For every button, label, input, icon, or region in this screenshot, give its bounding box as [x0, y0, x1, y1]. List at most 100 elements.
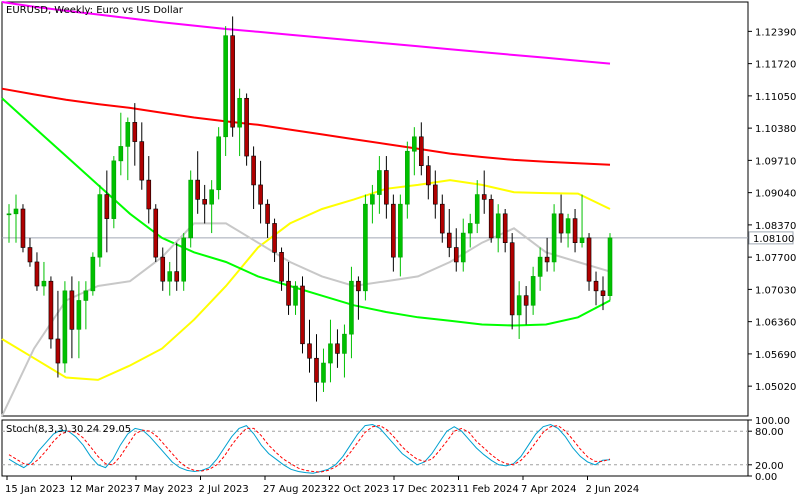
bullish-candle	[405, 150, 410, 205]
bearish-candle	[391, 203, 396, 258]
bullish-candle	[111, 160, 117, 219]
date-axis-label: 7 Apr 2024	[521, 484, 576, 495]
price-axis-label: 1.09040	[755, 189, 796, 200]
bearish-candle	[244, 97, 249, 157]
stochastic-axis-label: 20.00	[755, 461, 784, 472]
bearish-candle	[335, 343, 340, 354]
current-price-label: 1.08100	[753, 234, 794, 245]
price-axis-label: 1.09710	[755, 156, 796, 167]
bearish-candle	[523, 295, 529, 306]
bullish-candle	[237, 97, 242, 128]
bullish-candle	[125, 122, 131, 147]
bearish-candle	[558, 213, 564, 234]
price-axis-label: 1.07700	[755, 253, 796, 264]
date-axis-label: 15 Jan 2023	[5, 484, 65, 495]
moving-average-line	[1, 87, 611, 166]
stochastic-axis-label: 80.00	[755, 427, 784, 438]
date-axis-label: 12 Mar 2023	[70, 484, 133, 495]
bullish-candle	[321, 362, 326, 383]
bullish-candle	[495, 213, 501, 239]
price-axis-label: 1.11720	[755, 60, 796, 71]
bullish-candle	[223, 35, 228, 138]
bearish-candle	[439, 203, 445, 234]
date-axis-label: 7 May 2023	[134, 484, 193, 495]
bullish-candle	[209, 189, 214, 205]
bearish-candle	[481, 194, 487, 200]
bearish-candle	[146, 179, 152, 210]
bearish-candle	[230, 35, 235, 128]
bearish-candle	[202, 199, 207, 205]
bearish-candle	[593, 280, 599, 292]
bullish-candle	[377, 170, 382, 195]
bullish-candle	[181, 237, 187, 282]
bearish-candle	[502, 213, 508, 243]
bearish-candle	[195, 179, 200, 200]
bullish-candle	[530, 276, 536, 306]
bullish-candle	[328, 343, 333, 364]
price-axis-label: 1.07030	[755, 285, 796, 296]
bullish-candle	[516, 295, 522, 316]
bullish-candle	[607, 237, 613, 296]
moving-average-line	[1, 97, 611, 327]
bearish-candle	[132, 122, 138, 142]
bullish-candle	[551, 213, 557, 263]
bearish-candle	[300, 285, 305, 345]
bullish-candle	[412, 136, 417, 152]
bullish-candle	[167, 271, 173, 282]
bullish-candle	[363, 203, 368, 292]
bearish-candle	[453, 247, 459, 263]
bearish-candle	[488, 199, 494, 239]
moving-average-line	[1, 1, 611, 65]
bearish-candle	[55, 338, 61, 364]
bullish-candle	[62, 290, 68, 364]
bearish-candle	[20, 208, 26, 248]
bullish-candle	[293, 285, 298, 306]
price-axis-label: 1.11050	[755, 92, 796, 103]
bullish-candle	[76, 300, 82, 330]
price-axis-label: 1.08370	[755, 221, 796, 232]
bullish-candle	[13, 208, 19, 215]
bullish-candle	[467, 223, 473, 234]
bullish-candle	[565, 218, 571, 234]
bearish-candle	[426, 165, 431, 186]
bearish-candle	[34, 261, 40, 287]
bearish-candle	[314, 357, 319, 383]
bearish-candle	[258, 184, 263, 205]
bearish-candle	[279, 252, 284, 282]
bearish-candle	[544, 256, 550, 263]
main-plot-frame	[1, 1, 749, 417]
bearish-candle	[272, 223, 277, 253]
bullish-candle	[579, 237, 585, 243]
bearish-candle	[265, 203, 270, 224]
price-axis-label: 1.10380	[755, 124, 796, 135]
bearish-candle	[356, 280, 361, 292]
date-axis-label: 2 Jul 2023	[199, 484, 249, 495]
bullish-candle	[460, 232, 466, 263]
bullish-candle	[6, 213, 12, 216]
stochastic-axis-label: 0.00	[755, 472, 777, 483]
bearish-candle	[27, 247, 33, 263]
price-axis-label: 1.05690	[755, 350, 796, 361]
bearish-candle	[432, 184, 438, 205]
bullish-candle	[188, 179, 193, 239]
bearish-candle	[48, 280, 54, 340]
bullish-candle	[118, 146, 124, 162]
bearish-candle	[69, 290, 75, 330]
bearish-candle	[104, 194, 110, 219]
stochastic-signal-line	[8, 425, 611, 473]
bearish-candle	[251, 155, 256, 186]
bullish-candle	[370, 194, 375, 205]
bearish-candle	[286, 280, 291, 306]
bearish-candle	[153, 208, 159, 258]
bullish-candle	[216, 136, 221, 191]
date-axis-label: 27 Aug 2023	[263, 484, 327, 495]
bearish-candle	[419, 136, 424, 166]
bearish-candle	[384, 170, 389, 205]
bearish-candle	[174, 271, 180, 282]
moving-average-line	[1, 222, 611, 417]
price-axis-label: 1.12390	[755, 27, 796, 38]
price-axis-label: 1.06360	[755, 318, 796, 329]
bullish-candle	[474, 194, 480, 224]
